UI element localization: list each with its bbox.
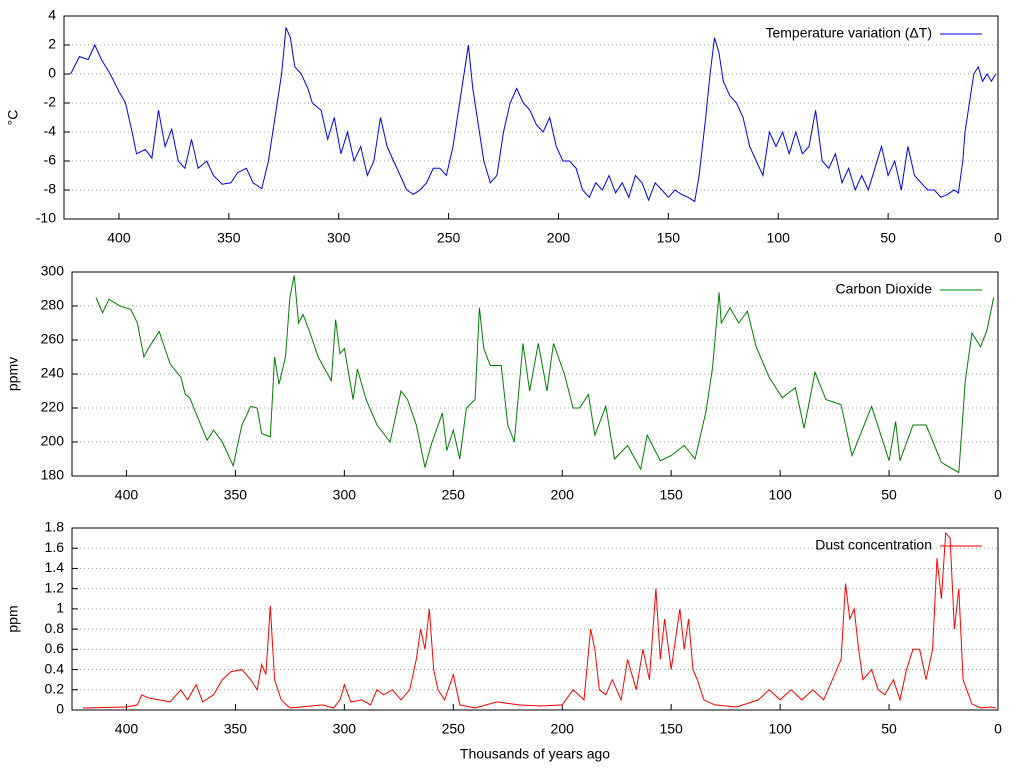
- plot-border: [71, 527, 999, 711]
- y-tick-label: 300: [41, 263, 65, 279]
- y-tick-label: 1: [56, 600, 64, 616]
- x-tick-label: 150: [657, 230, 681, 246]
- y-tick-label: 1.8: [45, 519, 65, 535]
- x-tick-label: 50: [880, 230, 896, 246]
- y-tick-label: 1.6: [45, 539, 65, 555]
- plot-border: [63, 15, 999, 220]
- x-tick-label: 0: [994, 721, 1002, 737]
- x-tick-label: 0: [994, 230, 1002, 246]
- y-tick-label: 2: [48, 36, 56, 52]
- y-tick-label: 0: [48, 65, 56, 81]
- data-line: [95, 275, 995, 474]
- y-tick-label: 260: [41, 331, 65, 347]
- y-tick-label: 240: [41, 365, 65, 381]
- y-tick-label: 220: [41, 399, 65, 415]
- x-tick-label: 50: [881, 487, 897, 503]
- x-tick-label: 300: [333, 721, 357, 737]
- x-tick-label: 300: [333, 487, 357, 503]
- y-tick-label: 1.4: [45, 559, 65, 575]
- x-tick-label: 150: [659, 487, 683, 503]
- x-tick-label: 250: [442, 721, 466, 737]
- y-axis-label: ppmv: [5, 357, 21, 391]
- x-tick-label: 350: [224, 721, 248, 737]
- y-tick-label: -8: [44, 181, 57, 197]
- y-tick-label: -6: [44, 152, 57, 168]
- x-tick-label: 400: [115, 487, 139, 503]
- x-tick-label: 250: [437, 230, 461, 246]
- legend-label: Temperature variation (ΔT): [765, 25, 932, 41]
- y-tick-label: 0.4: [45, 660, 65, 676]
- y-tick-label: -4: [44, 123, 57, 139]
- y-tick-label: 0.6: [45, 640, 65, 656]
- y-tick-label: 200: [41, 433, 65, 449]
- x-axis-label: Thousands of years ago: [460, 746, 610, 762]
- x-tick-label: 50: [881, 721, 897, 737]
- y-tick-label: 180: [41, 467, 65, 483]
- y-axis-label: °C: [5, 110, 21, 126]
- y-tick-label: 4: [48, 7, 56, 23]
- legend-label: Carbon Dioxide: [836, 281, 933, 297]
- x-tick-label: 250: [442, 487, 466, 503]
- x-tick-label: 150: [659, 721, 683, 737]
- y-tick-label: -10: [36, 210, 56, 226]
- y-tick-label: 0.8: [45, 620, 65, 636]
- y-tick-label: 1.2: [45, 579, 65, 595]
- y-tick-label: -2: [44, 94, 57, 110]
- plot-border: [71, 271, 999, 477]
- x-tick-label: 100: [768, 721, 792, 737]
- x-tick-label: 350: [224, 487, 248, 503]
- y-tick-label: 280: [41, 297, 65, 313]
- x-tick-label: 200: [547, 230, 571, 246]
- x-tick-label: 300: [327, 230, 351, 246]
- legend-label: Dust concentration: [815, 537, 932, 553]
- y-tick-label: 0: [56, 701, 64, 717]
- x-tick-label: 100: [768, 487, 792, 503]
- x-tick-label: 400: [115, 721, 139, 737]
- x-tick-label: 0: [994, 487, 1002, 503]
- data-line: [82, 531, 996, 709]
- x-tick-label: 350: [217, 230, 241, 246]
- x-tick-label: 100: [767, 230, 791, 246]
- x-tick-label: 200: [551, 487, 575, 503]
- x-tick-label: 200: [551, 721, 575, 737]
- data-line: [70, 27, 997, 203]
- y-axis-label: ppm: [5, 605, 21, 632]
- y-tick-label: 0.2: [45, 680, 65, 696]
- x-tick-label: 400: [107, 230, 131, 246]
